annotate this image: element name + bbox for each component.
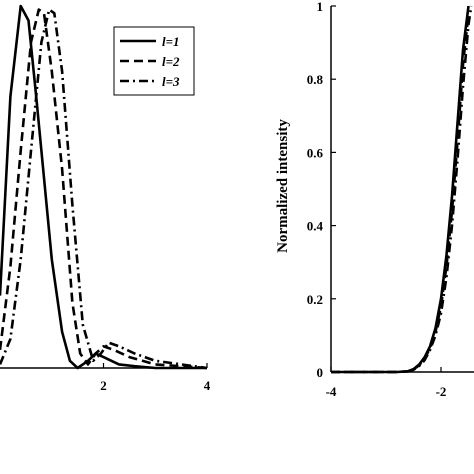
right-x-tick-label-0: -4 <box>326 384 337 399</box>
right-x-tick-label-1: -2 <box>436 384 447 399</box>
left-x-tick-label-1: 4 <box>204 378 211 393</box>
right-y-axis-label: Normalized intensity <box>275 119 291 253</box>
right-series-line-2 <box>331 13 470 374</box>
right-y-tick-label-1: 0.2 <box>307 292 323 307</box>
right-y-tick-label-5: 1 <box>317 0 324 14</box>
left-series-line-1 <box>0 4 207 370</box>
legend-label-2: l=2 <box>162 54 180 69</box>
right-series-line-1 <box>331 5 470 374</box>
right-y-tick-label-0: 0 <box>317 365 324 380</box>
right-series-line-3 <box>331 5 473 374</box>
right-y-tick-label-2: 0.4 <box>307 219 324 234</box>
right-y-tick-label-3: 0.6 <box>307 145 324 160</box>
left-x-tick-label-0: 2 <box>100 378 107 393</box>
right-plot: 0 0.2 0.4 0.6 0.8 1 -4 -2 Normalized intensity <box>275 0 474 399</box>
legend-label-3: l=3 <box>162 74 180 89</box>
left-plot: 2 4 l=1 l=2 l=3 <box>0 4 211 393</box>
right-y-tick-label-4: 0.8 <box>307 72 324 87</box>
left-series-line-2 <box>0 8 208 370</box>
left-series-line-3 <box>0 8 208 370</box>
legend-label-1: l=1 <box>162 34 180 49</box>
